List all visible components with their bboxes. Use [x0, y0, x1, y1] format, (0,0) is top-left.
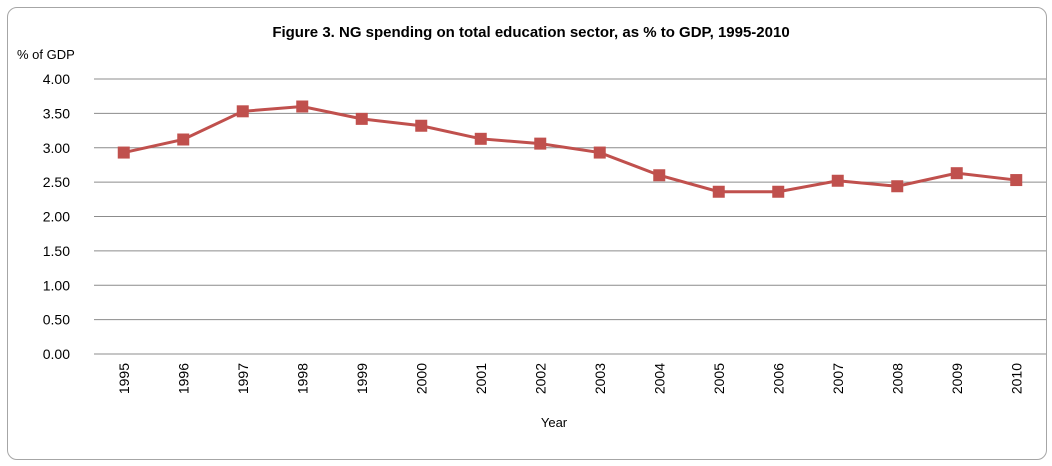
data-point-marker — [831, 174, 844, 187]
data-point-marker — [772, 185, 785, 198]
data-point-marker — [177, 133, 190, 146]
x-tick-label: 2003 — [592, 363, 608, 394]
y-tick-label: 1.50 — [43, 243, 70, 259]
series-layer — [117, 100, 1023, 198]
x-tick-label: 2009 — [949, 363, 965, 394]
x-tick-label: 2000 — [413, 363, 429, 394]
y-axis-ticks: 0.00 0.50 1.00 1.50 2.00 2.50 3.00 3.50 4.00 — [43, 71, 70, 362]
y-tick-label: 1.00 — [43, 277, 70, 293]
data-point-marker — [534, 137, 547, 150]
data-point-marker — [415, 119, 428, 132]
data-point-marker — [296, 100, 309, 113]
x-tick-label: 2004 — [651, 363, 667, 394]
data-point-marker — [236, 105, 249, 118]
x-tick-label: 1998 — [294, 363, 310, 394]
x-tick-label: 2002 — [532, 363, 548, 394]
y-tick-label: 4.00 — [43, 71, 70, 87]
y-tick-label: 2.50 — [43, 174, 70, 190]
data-point-marker — [712, 185, 725, 198]
x-tick-label: 2008 — [889, 363, 905, 394]
data-point-marker — [1010, 174, 1023, 187]
x-tick-label: 1997 — [235, 363, 251, 394]
gridlines — [94, 78, 1046, 355]
data-point-marker — [474, 132, 487, 145]
x-tick-label: 1999 — [354, 363, 370, 394]
chart-frame — [7, 7, 1047, 460]
x-tick-label: 1995 — [116, 363, 132, 394]
y-tick-label: 3.00 — [43, 140, 70, 156]
y-tick-label: 0.00 — [43, 346, 70, 362]
x-tick-label: 2005 — [711, 363, 727, 394]
data-point-marker — [950, 167, 963, 180]
y-tick-label: 2.00 — [43, 209, 70, 225]
x-tick-label: 2001 — [473, 363, 489, 394]
x-axis-ticks: 1995 1996 1997 1998 1999 2000 2001 2002 2003 2004… — [116, 363, 1025, 394]
x-axis-label: Year — [541, 415, 568, 430]
y-axis-label: % of GDP — [17, 47, 75, 62]
y-tick-label: 0.50 — [43, 312, 70, 328]
series-line — [123, 104, 1017, 194]
chart-title: Figure 3. NG spending on total education… — [272, 24, 789, 41]
x-tick-label: 2006 — [770, 363, 786, 394]
data-point-marker — [117, 146, 130, 159]
x-tick-label: 1996 — [175, 363, 191, 394]
data-point-marker — [593, 146, 606, 159]
y-tick-label: 3.50 — [43, 105, 70, 121]
x-tick-label: 2007 — [830, 363, 846, 394]
data-point-marker — [355, 112, 368, 125]
x-tick-label: 2010 — [1008, 363, 1024, 394]
data-point-marker — [653, 169, 666, 182]
data-point-marker — [891, 180, 904, 193]
